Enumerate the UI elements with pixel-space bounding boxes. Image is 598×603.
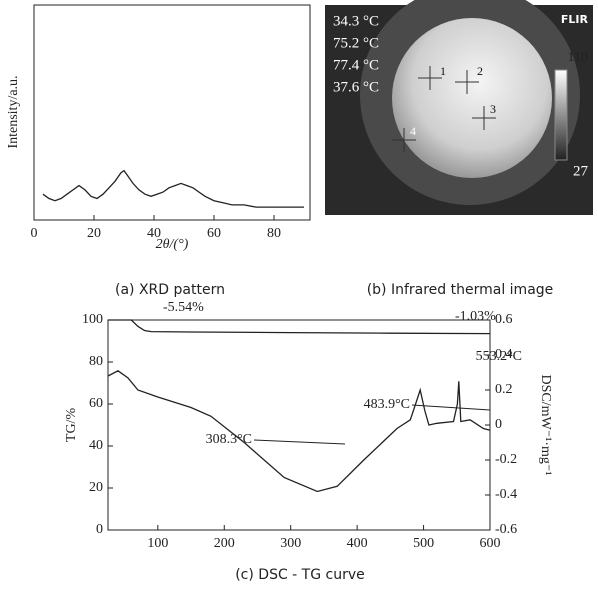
- data-line: [108, 319, 491, 335]
- x-tick-label: 60: [207, 226, 221, 241]
- x-tick-label: 200: [214, 536, 235, 551]
- x-tick-label: 300: [280, 536, 301, 551]
- y-axis-label: Intensity/a.u.: [6, 75, 21, 148]
- logo: FLIR: [561, 13, 589, 26]
- leader-line: [253, 439, 346, 445]
- annotation: -1.03%: [455, 309, 496, 324]
- x-tick-label: 100: [147, 536, 168, 551]
- y2-tick-label: -0.2: [495, 452, 517, 467]
- thermal-image: 34.3 °C 75.2 °C 77.4 °C 37.6 °C FLIR 110…: [325, 0, 593, 298]
- annotation: 553.2°C: [476, 349, 522, 364]
- plot-frame: [33, 4, 311, 221]
- y-tick-label: 20: [89, 480, 103, 495]
- y-tick-label: 100: [82, 312, 103, 327]
- x-tick-label: 40: [147, 226, 161, 241]
- y2-tick-label: 0.4: [495, 347, 513, 362]
- x-tick-label: 0: [31, 226, 38, 241]
- color-bar: [554, 69, 568, 161]
- marker: 3: [490, 102, 496, 116]
- annotation: -5.54%: [163, 300, 204, 315]
- scale-max: 110: [568, 50, 588, 65]
- y-tick-label: 40: [89, 438, 103, 453]
- reading: 34.3 °C: [333, 13, 379, 29]
- marker: 4: [410, 124, 416, 138]
- x-tick-label: 400: [347, 536, 368, 551]
- caption: (b) Infrared thermal image: [367, 282, 554, 298]
- y2-tick-label: 0: [495, 417, 502, 432]
- plot-frame: [107, 319, 491, 531]
- y-tick-label: 80: [89, 354, 103, 369]
- y2-tick-label: -0.4: [495, 487, 517, 502]
- y2-tick-label: 0.6: [495, 312, 513, 327]
- caption: (a) XRD pattern: [115, 282, 225, 298]
- y-tick-label: 60: [89, 396, 103, 411]
- x-tick-label: 600: [480, 536, 501, 551]
- data-line: [42, 169, 304, 208]
- reading: 75.2 °C: [333, 35, 379, 51]
- caption: (c) DSC - TG curve: [235, 567, 365, 583]
- x-axis-label: 2θ/(°): [156, 237, 189, 252]
- marker: 1: [440, 64, 446, 78]
- annotation: 308.3°C: [206, 432, 252, 447]
- data-line: [107, 370, 491, 493]
- x-tick-label: 500: [413, 536, 434, 551]
- x-tick-label: 80: [267, 226, 281, 241]
- y2-axis-label: DSC/mW⁻¹·mg⁻¹: [538, 375, 553, 476]
- marker: 2: [477, 64, 483, 78]
- reading: 77.4 °C: [333, 57, 379, 73]
- reading: 37.6 °C: [333, 79, 379, 95]
- scale-min: 27: [573, 163, 589, 179]
- y-axis-label: TG/%: [64, 408, 79, 443]
- y2-tick-label: -0.6: [495, 522, 517, 537]
- leader-line: [411, 404, 491, 411]
- hot-disc: [392, 18, 552, 178]
- x-tick-label: 20: [87, 226, 101, 241]
- y2-tick-label: 0.2: [495, 382, 513, 397]
- annotation: 483.9°C: [364, 397, 410, 412]
- y-tick-label: 0: [96, 522, 103, 537]
